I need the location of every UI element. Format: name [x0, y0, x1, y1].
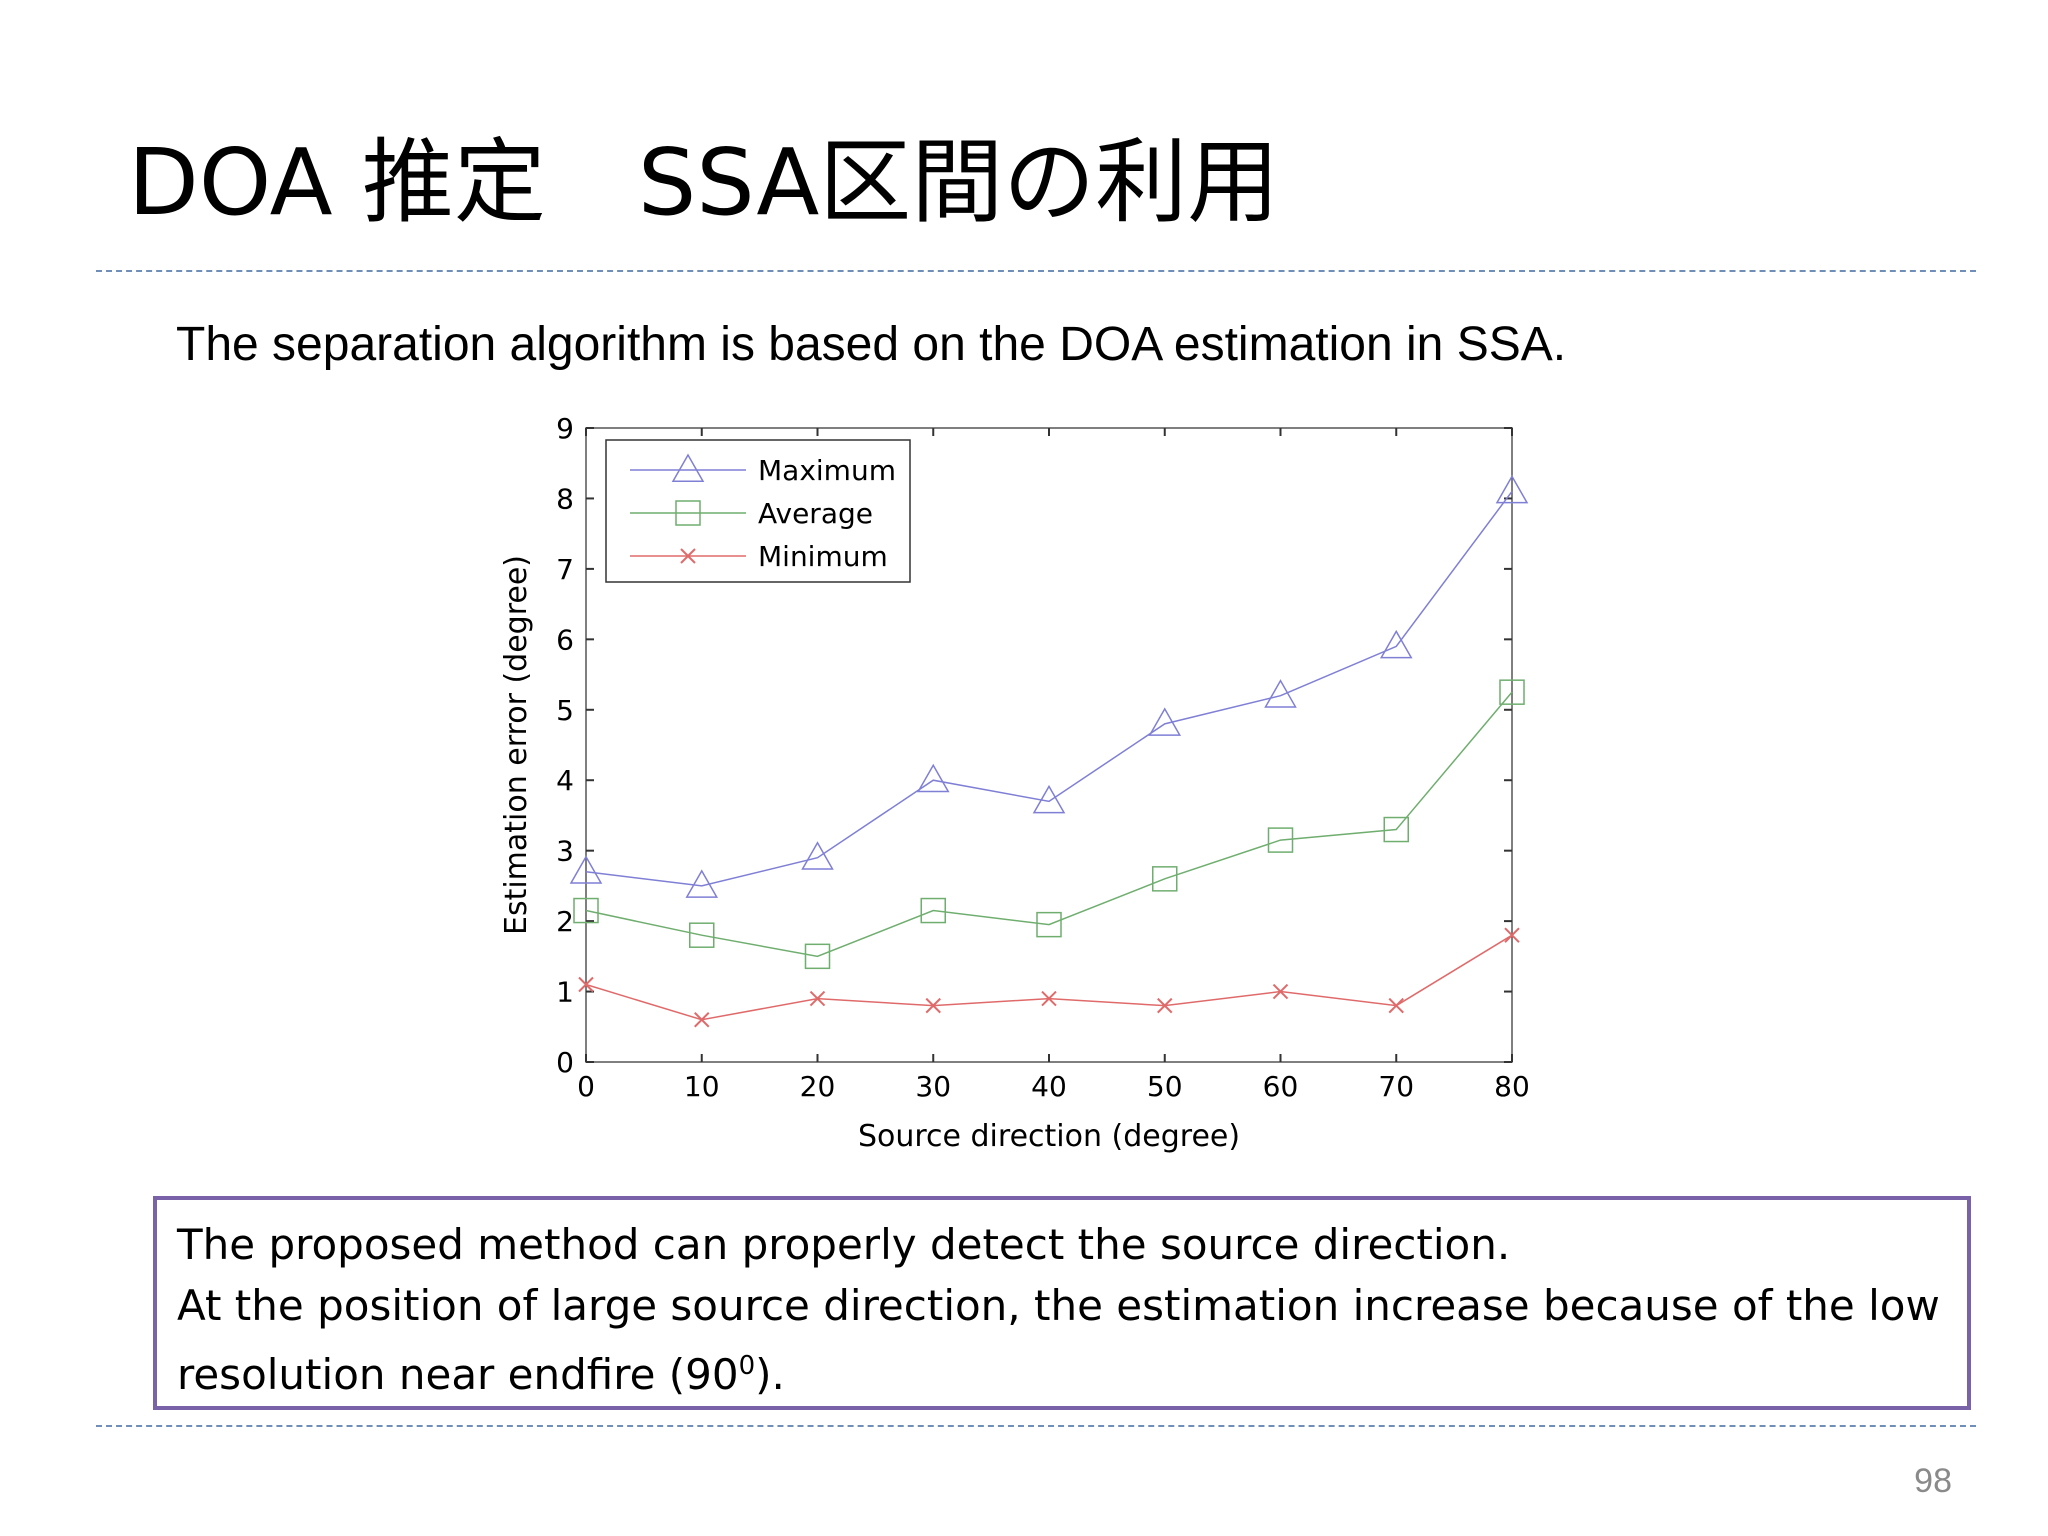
y-tick-label-9: 9 [556, 412, 574, 445]
point-maximum-50 [1148, 707, 1182, 736]
point-average-70 [1383, 816, 1409, 843]
y-tick-label-8: 8 [556, 482, 574, 515]
point-average-10 [689, 922, 715, 948]
legend-marker-maximum [671, 453, 705, 482]
x-tick-label-20: 20 [800, 1070, 836, 1103]
estimation-error-chart: 0 10 20 30 40 50 60 70 80 0 1 2 3 4 5 6 7 8 9 Maximum Avera… [499, 412, 1530, 1154]
x-axis-label: Source direction (degree) [858, 1119, 1240, 1154]
y-axis-label: Estimation error (degree) [499, 555, 534, 935]
point-minimum-20 [809, 990, 826, 1007]
page-number: 98 [1914, 1462, 1952, 1500]
point-minimum-80 [1504, 927, 1520, 943]
point-average-60 [1267, 827, 1294, 853]
legend-marker-minimum [680, 548, 696, 564]
x-tick-label-60: 60 [1263, 1070, 1299, 1103]
summary-note-box: The proposed method can properly detect … [153, 1196, 1971, 1410]
slide-title: DOA 推定 SSA区間の利用 [128, 129, 1280, 236]
y-tick-label-2: 2 [556, 905, 574, 938]
point-average-0 [573, 897, 599, 924]
point-average-80 [1499, 679, 1525, 705]
series-line-average [585, 691, 1513, 958]
series-line-minimum [585, 934, 1513, 1021]
y-tick-label-5: 5 [556, 694, 574, 727]
note-line-3-suffix: ). [755, 1350, 785, 1399]
x-tick-label-10: 10 [684, 1070, 720, 1103]
point-maximum-30 [916, 763, 950, 793]
point-maximum-40 [1032, 784, 1066, 814]
legend-label-maximum: Maximum [758, 454, 896, 487]
y-tick-label-0: 0 [556, 1046, 574, 1079]
note-line-3: resolution near endfire (900). [177, 1336, 1947, 1405]
point-minimum-10 [694, 1012, 710, 1028]
legend-box [605, 439, 911, 583]
y-tick-label-7: 7 [556, 553, 574, 586]
point-average-30 [920, 897, 946, 924]
y-tick-label-4: 4 [556, 764, 574, 797]
x-tick-label-30: 30 [915, 1070, 951, 1103]
point-maximum-70 [1379, 629, 1413, 659]
x-tick-label-80: 80 [1494, 1070, 1530, 1103]
x-tick-label-70: 70 [1378, 1070, 1414, 1103]
note-line-3-superscript: 0 [738, 1351, 756, 1381]
point-minimum-60 [1272, 983, 1289, 1000]
point-average-40 [1036, 911, 1062, 938]
point-maximum-10 [685, 869, 719, 898]
point-minimum-0 [578, 976, 594, 993]
point-maximum-80 [1495, 474, 1529, 504]
note-line-2: At the position of large source directio… [177, 1281, 1940, 1330]
point-maximum-20 [801, 841, 834, 870]
point-minimum-50 [1157, 997, 1173, 1014]
legend-label-minimum: Minimum [758, 540, 888, 573]
point-maximum-60 [1264, 679, 1297, 708]
top-divider [96, 270, 1976, 272]
series-line-maximum [585, 490, 1513, 887]
legend-marker-average [675, 500, 701, 526]
y-tick-label-6: 6 [556, 623, 574, 656]
y-tick-label-1: 1 [556, 976, 574, 1009]
bottom-divider [96, 1425, 1976, 1427]
point-minimum-40 [1041, 990, 1057, 1007]
legend-label-average: Average [758, 497, 873, 530]
x-tick-label-50: 50 [1147, 1070, 1183, 1103]
x-tick-label-0: 0 [577, 1070, 595, 1103]
point-minimum-30 [925, 997, 941, 1014]
slide-subtitle: The separation algorithm is based on the… [176, 318, 1567, 371]
point-minimum-70 [1388, 997, 1404, 1014]
point-maximum-0 [569, 855, 603, 884]
point-average-50 [1152, 866, 1178, 892]
x-tick-label-40: 40 [1031, 1070, 1067, 1103]
point-average-20 [804, 943, 831, 970]
y-tick-label-3: 3 [556, 835, 574, 868]
note-line-3-prefix: resolution near endfire (90 [177, 1350, 739, 1399]
note-line-1: The proposed method can properly detect … [177, 1220, 1511, 1269]
